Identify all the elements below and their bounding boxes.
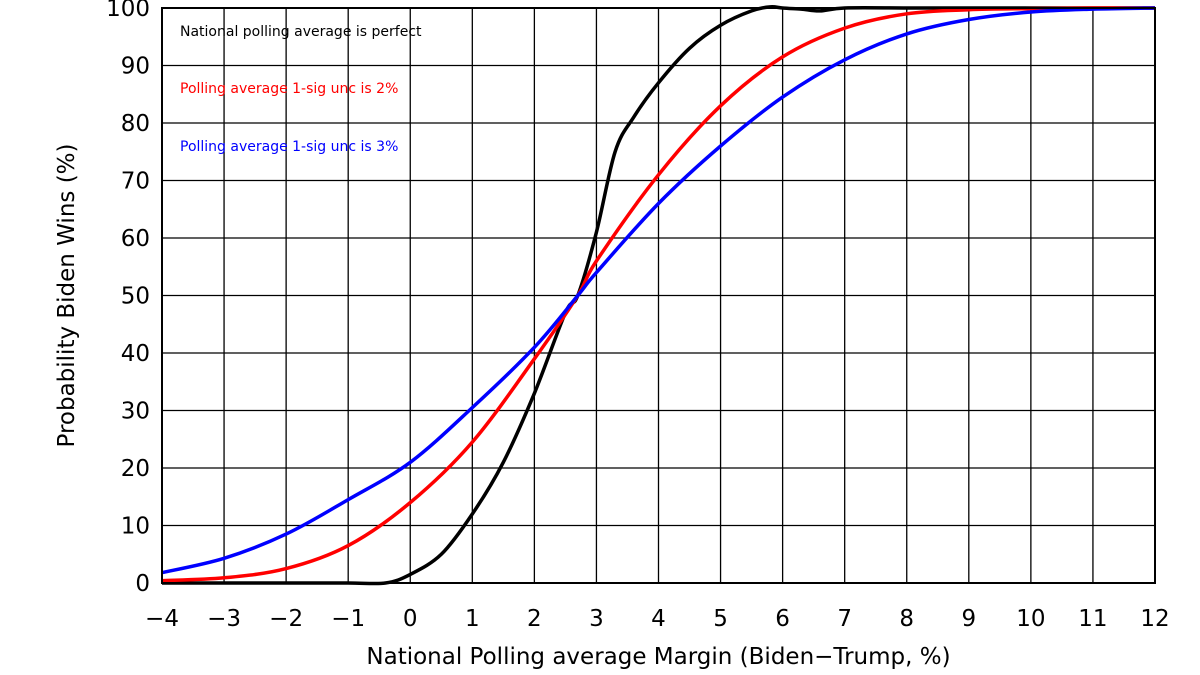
legend-entry: Polling average 1-sig unc is 2% (180, 81, 398, 97)
y-tick-label: 10 (121, 514, 150, 540)
x-tick-label: −3 (207, 606, 241, 632)
y-tick-label: 80 (121, 111, 150, 137)
y-axis-title: Probability Biden Wins (%) (54, 144, 80, 448)
y-tick-label: 70 (121, 169, 150, 195)
x-tick-label: 6 (775, 606, 790, 632)
y-tick-label: 20 (121, 456, 150, 482)
x-tick-label: 12 (1140, 606, 1169, 632)
x-tick-label: 11 (1078, 606, 1107, 632)
y-tick-label: 40 (121, 341, 150, 367)
x-tick-label: 1 (465, 606, 480, 632)
x-tick-label: −4 (145, 606, 179, 632)
x-tick-label: −2 (269, 606, 303, 632)
plot-frame (161, 7, 1156, 584)
x-tick-label: 0 (403, 606, 418, 632)
y-tick-label: 90 (121, 54, 150, 80)
y-tick-label: 50 (121, 284, 150, 310)
x-tick-label: 7 (837, 606, 852, 632)
x-tick-label: −1 (331, 606, 365, 632)
y-tick-labels: 0 10 20 30 40 50 60 70 80 90 100 (106, 0, 150, 597)
legend: National polling average is perfect Polli… (180, 24, 422, 155)
legend-entry: National polling average is perfect (180, 24, 422, 40)
x-tick-label: 8 (899, 606, 914, 632)
x-tick-label: 4 (651, 606, 666, 632)
x-axis-title: National Polling average Margin (Biden−T… (366, 644, 950, 670)
y-tick-label: 0 (135, 571, 150, 597)
x-tick-label: 2 (527, 606, 542, 632)
legend-entry: Polling average 1-sig unc is 3% (180, 139, 398, 155)
y-tick-label: 30 (121, 399, 150, 425)
y-tick-label: 100 (106, 0, 150, 22)
x-tick-label: 3 (589, 606, 604, 632)
x-tick-label: 5 (713, 606, 728, 632)
x-tick-label: 9 (961, 606, 976, 632)
x-tick-labels: −4 −3 −2 −1 0 1 2 3 4 5 6 7 8 9 10 11 12 (145, 606, 1170, 632)
y-tick-label: 60 (121, 226, 150, 252)
series-line (161, 6, 1156, 575)
series-line (161, 6, 1156, 583)
x-tick-label: 10 (1016, 606, 1045, 632)
